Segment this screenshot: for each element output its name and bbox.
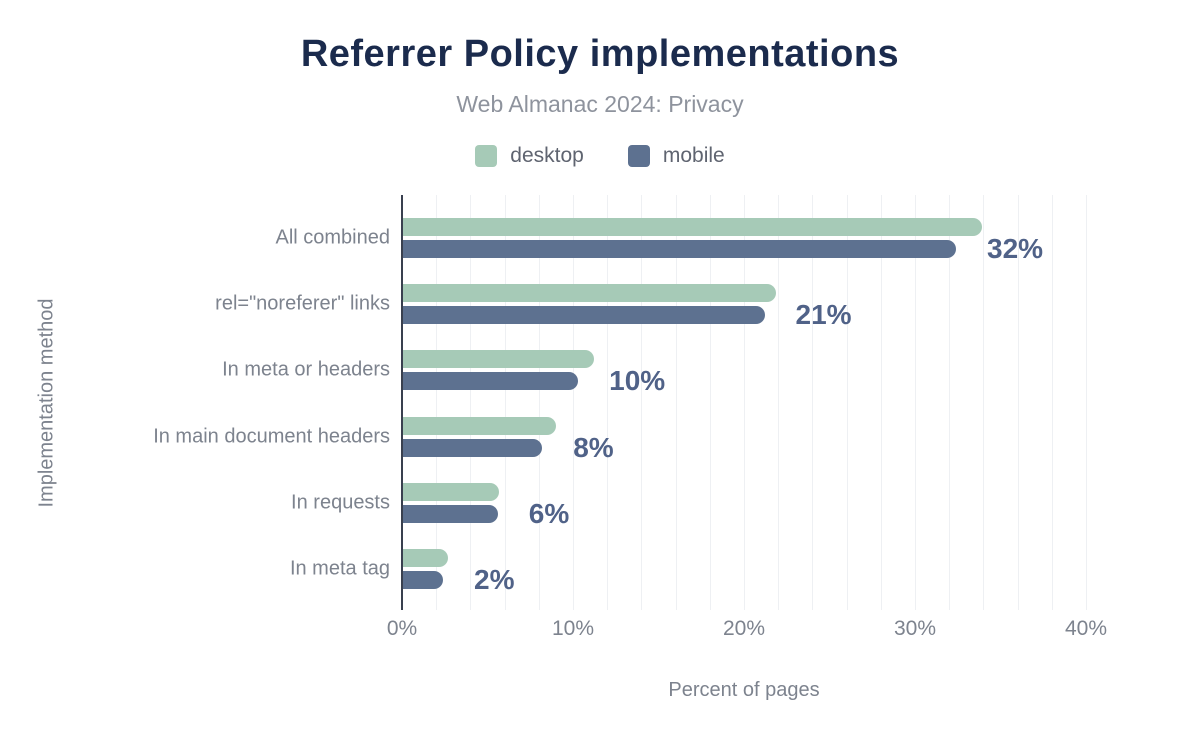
gridline bbox=[675, 195, 677, 610]
gridline bbox=[1051, 195, 1053, 610]
x-tick-label: 30% bbox=[893, 617, 937, 640]
chart-subtitle: Web Almanac 2024: Privacy bbox=[456, 91, 744, 117]
category-label: In meta tag bbox=[289, 557, 390, 580]
bar-desktop bbox=[402, 284, 777, 303]
legend-item-mobile: mobile bbox=[627, 144, 725, 168]
gridline bbox=[983, 195, 985, 610]
gridline bbox=[1086, 195, 1087, 610]
value-label: 8% bbox=[573, 431, 614, 463]
legend: desktop mobile bbox=[0, 144, 1200, 168]
chart-title: Referrer Policy implementations bbox=[300, 33, 900, 75]
gridline bbox=[778, 195, 780, 610]
bar-desktop bbox=[402, 350, 594, 369]
gridline bbox=[846, 195, 848, 610]
gridline bbox=[1017, 195, 1019, 610]
value-label: 10% bbox=[609, 365, 666, 397]
gridline bbox=[538, 195, 540, 610]
bar-desktop bbox=[402, 218, 982, 236]
gridline bbox=[470, 195, 472, 610]
y-axis-title: Implementation method bbox=[35, 297, 58, 508]
gridline bbox=[573, 195, 574, 610]
gridline bbox=[949, 195, 951, 610]
gridline bbox=[880, 195, 882, 610]
category-label: All combined bbox=[275, 226, 390, 249]
bar-mobile bbox=[402, 372, 579, 391]
x-tick-label: 40% bbox=[1064, 617, 1108, 640]
gridline bbox=[607, 195, 609, 610]
y-axis-line bbox=[401, 195, 403, 610]
bar-desktop bbox=[402, 416, 556, 435]
gridline bbox=[744, 195, 745, 610]
bar-mobile bbox=[402, 504, 498, 523]
gridline bbox=[812, 195, 814, 610]
legend-label-desktop: desktop bbox=[510, 144, 584, 167]
x-tick-label: 20% bbox=[722, 617, 766, 640]
x-axis-title: Percent of pages bbox=[668, 679, 820, 701]
category-label: In meta or headers bbox=[222, 358, 390, 381]
value-label: 21% bbox=[795, 299, 852, 331]
gridline bbox=[709, 195, 711, 610]
bar-desktop bbox=[402, 482, 500, 501]
legend-label-mobile: mobile bbox=[662, 144, 725, 167]
category-label: In requests bbox=[291, 491, 390, 514]
bar-mobile bbox=[402, 240, 957, 258]
legend-item-desktop: desktop bbox=[475, 144, 584, 168]
value-label: 32% bbox=[987, 233, 1044, 264]
value-label: 6% bbox=[528, 497, 570, 529]
x-tick-label: 10% bbox=[551, 617, 595, 640]
bar-mobile bbox=[402, 306, 765, 325]
gridline bbox=[504, 195, 506, 610]
gridline bbox=[915, 195, 916, 610]
category-label: In main document headers bbox=[153, 425, 390, 448]
value-label: 2% bbox=[474, 564, 515, 595]
bar-mobile bbox=[402, 571, 444, 589]
bar-desktop bbox=[402, 549, 449, 567]
x-tick-label: 0% bbox=[386, 617, 418, 640]
category-label: rel="noreferer" links bbox=[215, 292, 390, 315]
gridline bbox=[436, 195, 438, 610]
bar-mobile bbox=[402, 438, 543, 457]
legend-swatch-desktop-icon bbox=[475, 145, 498, 167]
gridline bbox=[641, 195, 643, 610]
legend-swatch-mobile-icon bbox=[627, 145, 650, 167]
